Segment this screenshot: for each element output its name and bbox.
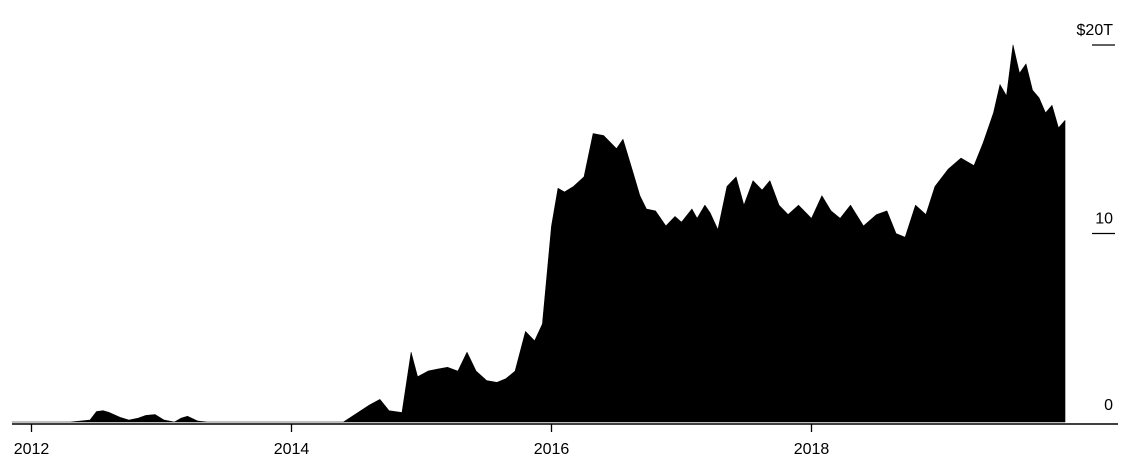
x-tick-label: 2018	[794, 441, 830, 458]
area-series-0	[11, 44, 1066, 423]
x-tick-label: 2016	[534, 441, 570, 458]
y-tick-label: 0	[1104, 397, 1113, 414]
x-tick-label: 2012	[14, 441, 50, 458]
y-tick-layer: 0 10 $20T	[1077, 22, 1115, 414]
y-tick-label: 10	[1095, 211, 1113, 228]
x-tick-layer: 2012 2014 2016 2018	[14, 424, 830, 458]
x-tick-label: 2014	[274, 441, 310, 458]
area-layer	[11, 44, 1066, 423]
y-tick-label: $20T	[1077, 22, 1114, 39]
